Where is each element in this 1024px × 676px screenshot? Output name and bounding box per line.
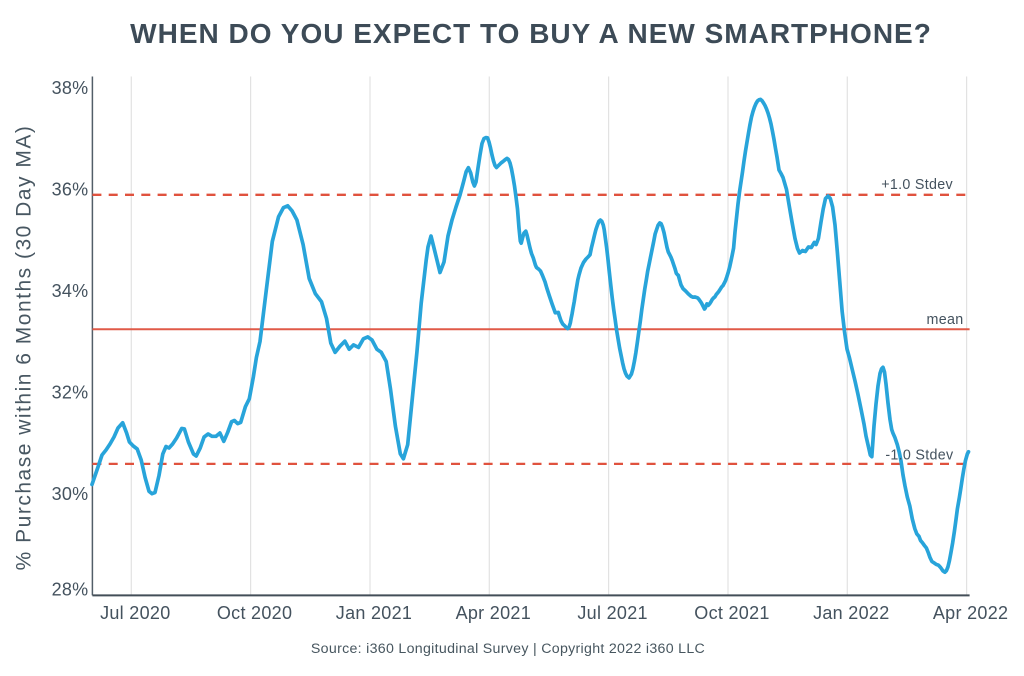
svg-text:38%: 38% <box>52 78 89 98</box>
svg-text:Oct 2021: Oct 2021 <box>694 603 769 623</box>
svg-text:30%: 30% <box>52 484 89 504</box>
svg-text:% Purchase within 6 Months (30: % Purchase within 6 Months (30 Day MA) <box>13 125 36 571</box>
svg-text:Apr 2022: Apr 2022 <box>933 603 1008 623</box>
svg-text:Jan 2021: Jan 2021 <box>336 603 412 623</box>
svg-text:WHEN DO YOU EXPECT TO BUY A NE: WHEN DO YOU EXPECT TO BUY A NEW SMARTPHO… <box>130 18 932 49</box>
svg-text:Oct 2020: Oct 2020 <box>217 603 292 623</box>
svg-text:Jan 2022: Jan 2022 <box>813 603 889 623</box>
svg-text:Jul 2020: Jul 2020 <box>100 603 170 623</box>
svg-text:Apr 2021: Apr 2021 <box>456 603 531 623</box>
svg-text:+1.0 Stdev: +1.0 Stdev <box>881 177 953 193</box>
svg-text:-1.0 Stdev: -1.0 Stdev <box>885 448 954 464</box>
svg-text:Source: i360 Longitudinal Surv: Source: i360 Longitudinal Survey | Copyr… <box>311 641 705 657</box>
svg-text:34%: 34% <box>52 281 89 301</box>
svg-text:36%: 36% <box>52 180 89 200</box>
svg-text:32%: 32% <box>52 383 89 403</box>
svg-text:Jul 2021: Jul 2021 <box>577 603 647 623</box>
svg-text:28%: 28% <box>52 580 89 600</box>
svg-text:mean: mean <box>927 312 964 328</box>
